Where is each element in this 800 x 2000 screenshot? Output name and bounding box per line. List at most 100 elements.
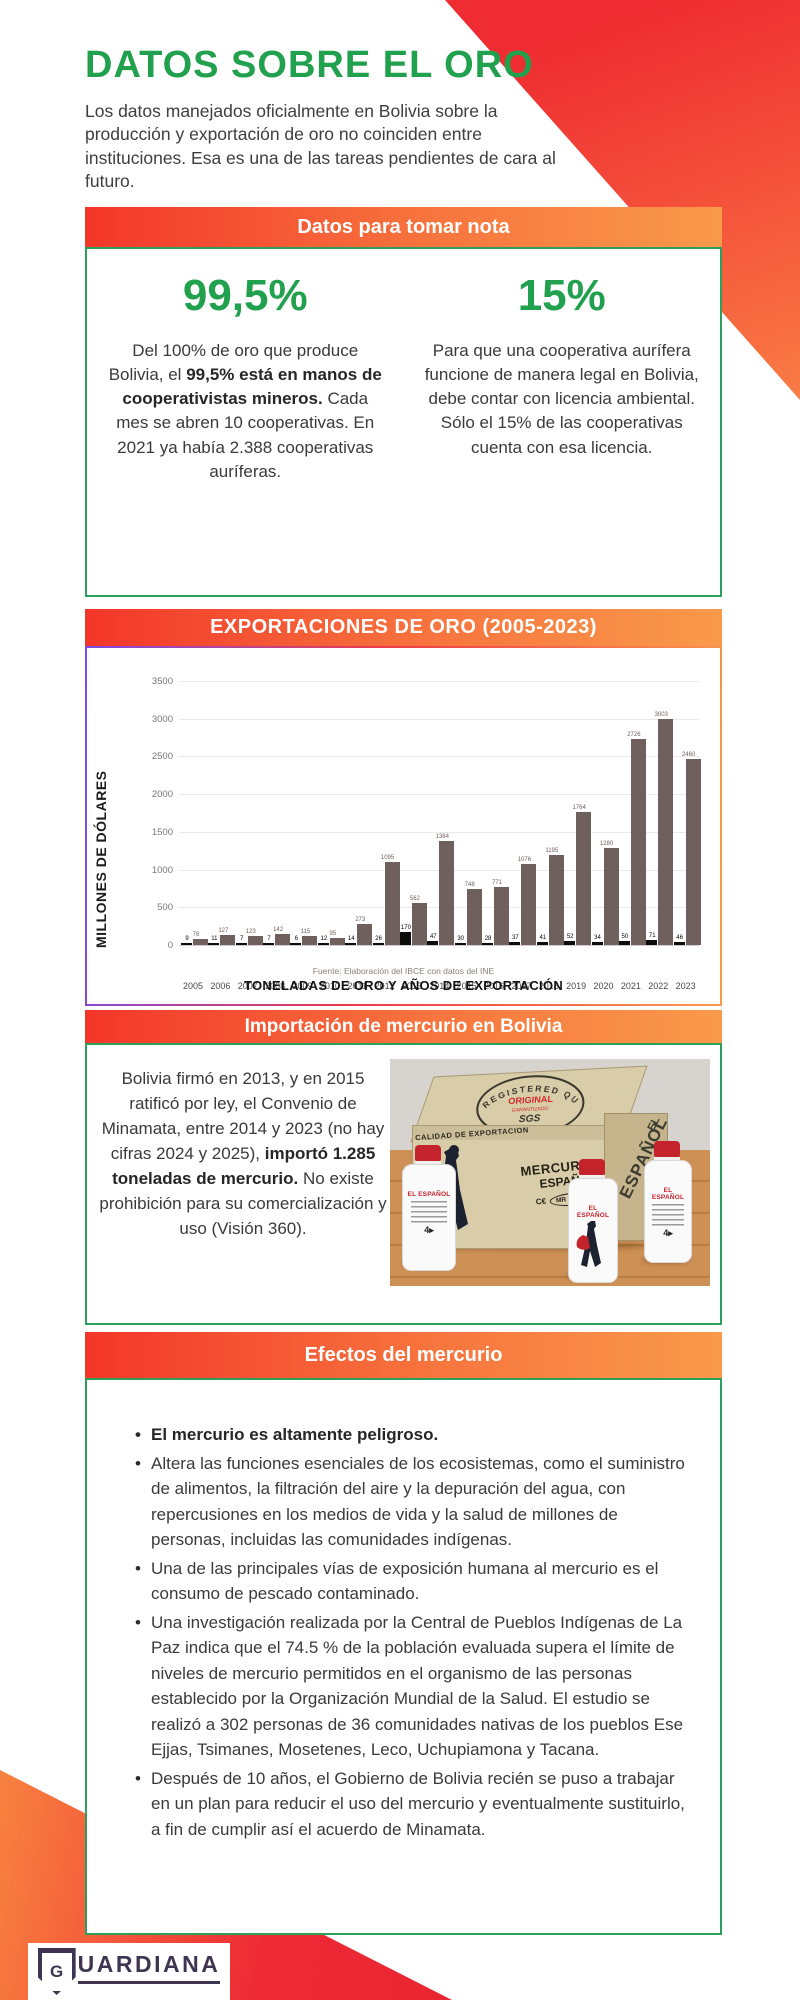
bar-toneladas-label: 14 <box>347 936 355 942</box>
bar-dolares-2009 <box>302 936 318 945</box>
bar-toneladas-2014 <box>427 941 439 945</box>
bar-dolares-2020 <box>603 848 619 945</box>
chart-x-tick-2015: 2015 <box>456 981 477 991</box>
chart-x-tick-2023: 2023 <box>675 981 696 991</box>
chart-x-tick-2017: 2017 <box>511 981 532 991</box>
mercury-text-post: No existe prohibición para su comerciali… <box>99 1168 387 1238</box>
chart-y-tick: 0 <box>167 940 173 951</box>
effects-item-2: Altera las funciones esenciales de los e… <box>135 1451 694 1553</box>
section-bar-datos: Datos para tomar nota <box>85 207 722 247</box>
bottle-label-text: EL ESPAÑOL <box>407 1191 451 1198</box>
stat-99-5-value: 99,5% <box>182 271 308 320</box>
bar-toneladas-2023 <box>673 941 685 945</box>
chart-x-tick-2022: 2022 <box>648 981 669 991</box>
bar-toneladas-2016 <box>482 942 494 945</box>
bar-toneladas-label: 50 <box>621 934 629 941</box>
chart-bar-group-2005: 9 78 <box>181 681 208 945</box>
chart-x-tick-2019: 2019 <box>566 981 587 991</box>
bar-toneladas-2019 <box>564 941 576 945</box>
mercury-text-pre: Bolivia firmó en 2013, y en 2015 ratific… <box>101 1069 385 1163</box>
stat-99-5-text-pre: Del 100% de oro que produce Bolivia, el <box>108 341 359 385</box>
bar-toneladas-2008 <box>263 943 275 945</box>
chart-gridline <box>179 756 699 758</box>
stat-99-5-text-post: Cada mes se abren 10 cooperativas. En 20… <box>116 389 375 481</box>
bar-dolares-label: 1384 <box>435 833 449 840</box>
guardiana-logo: G UARDIANA <box>28 1943 230 2000</box>
bar-dolares-2007 <box>247 935 263 945</box>
bar-dolares-2008 <box>275 934 291 945</box>
chart-x-tick-2018: 2018 <box>538 981 559 991</box>
section-bar-datos-label: Datos para tomar nota <box>297 215 510 238</box>
chart-x-tick-2013: 2013 <box>401 981 422 991</box>
bar-toneladas-label: 11 <box>211 936 218 942</box>
bar-toneladas-label: 12 <box>320 936 328 942</box>
chart-bar-group-2017: 37 1076 <box>509 681 537 945</box>
chart-x-tick-2009: 2009 <box>292 981 313 991</box>
bar-dolares-label: 127 <box>218 928 229 935</box>
mercury-bottle-middle: EL ESPAÑOL <box>568 1159 618 1283</box>
chart-gridline <box>179 831 699 833</box>
bar-toneladas-label: 30 <box>457 935 465 942</box>
chart-y-tick: 1500 <box>151 826 173 838</box>
chart-x-tick-2020: 2020 <box>593 981 614 991</box>
bar-dolares-2011 <box>357 924 373 945</box>
bar-toneladas-label: 71 <box>648 932 656 939</box>
chart-y-tick: 1000 <box>151 864 173 876</box>
chart-gridline <box>179 718 699 720</box>
bar-dolares-2023 <box>685 759 701 945</box>
chart-gridline <box>179 681 699 682</box>
section-bar-mercurio-label: Importación de mercurio en Bolivia <box>244 1015 563 1037</box>
bar-dolares-label: 95 <box>329 930 337 937</box>
chart-bar-group-2022: 71 3003 <box>646 681 674 945</box>
bar-dolares-label: 1280 <box>599 841 614 848</box>
chart-x-axis-line <box>179 945 699 946</box>
chart-gridline <box>179 907 699 909</box>
stats-box: 99,5% Del 100% de oro que produce Bolivi… <box>85 247 722 597</box>
chart-bar-group-2010: 12 95 <box>317 681 345 945</box>
stat-15-text-pre: Para que una cooperativa aurífera funcio… <box>424 341 699 457</box>
chart-bar-group-2018: 41 1195 <box>536 681 564 945</box>
bar-dolares-label: 78 <box>192 932 200 939</box>
chart-y-tick: 2000 <box>151 789 173 801</box>
stamp-sgs-text: SGS <box>518 1113 540 1125</box>
section-bar-efectos-label: Efectos del mercurio <box>304 1343 503 1366</box>
section-bar-mercurio: Importación de mercurio en Bolivia <box>85 1010 722 1043</box>
chart-y-tick: 3000 <box>151 713 173 725</box>
chart-x-axis-label: TONELADAS DE ORO Y AÑOS DE EXPORTACIÓN <box>243 978 564 993</box>
chart-x-tick-2012: 2012 <box>374 981 395 991</box>
effects-item-4: Una investigación realizada por la Centr… <box>135 1610 694 1763</box>
chart-y-tick: 2500 <box>151 751 173 763</box>
mercury-text-bold: importó 1.285 toneladas de mercurio. <box>112 1143 376 1188</box>
chart-bar-group-2011: 14 273 <box>345 681 373 945</box>
bottle-cap <box>579 1159 605 1178</box>
chart-x-tick-2007: 2007 <box>237 981 258 991</box>
bar-dolares-label: 1195 <box>545 847 559 854</box>
chart-x-tick-2021: 2021 <box>620 981 641 991</box>
effects-item-1: El mercurio es altamente peligroso. <box>135 1422 694 1448</box>
mercury-box: Bolivia firmó en 2013, y en 2015 ratific… <box>85 1043 722 1325</box>
bar-dolares-2014 <box>439 840 455 945</box>
chart-bar-group-2007: 7 123 <box>235 681 263 945</box>
bottle-matador-icon <box>576 1221 601 1267</box>
bar-toneladas-label: 34 <box>594 935 601 942</box>
chart-bar-group-2016: 28 771 <box>482 681 510 945</box>
bar-dolares-2022 <box>658 718 674 945</box>
bar-dolares-label: 123 <box>245 928 256 935</box>
stat-15-text: Para que una cooperativa aurífera funcio… <box>422 339 703 460</box>
bottle-logo: 4▸ <box>663 1228 673 1238</box>
bar-toneladas-label: 7 <box>240 936 244 942</box>
section-bar-exportaciones: EXPORTACIONES DE ORO (2005-2023) <box>85 609 722 646</box>
bar-toneladas-2005 <box>181 943 192 945</box>
bottle-label-text: EL ESPAÑOL <box>651 1187 685 1201</box>
bar-toneladas-2010 <box>317 943 329 945</box>
bottle-label-lines <box>652 1204 684 1226</box>
bar-toneladas-label: 6 <box>294 936 299 942</box>
guardiana-logo-text: UARDIANA <box>77 1951 221 1985</box>
stamp-arc-text: REGISTERED QUALITY SYSTEM <box>464 1060 584 1112</box>
stat-15-value: 15% <box>517 271 606 320</box>
bar-dolares-label: 273 <box>355 917 366 924</box>
bottle-body: EL ESPAÑOL 4▸ <box>644 1160 692 1263</box>
stamp-garantizado-text: GARANTIZADO <box>512 1106 549 1114</box>
bar-toneladas-2009 <box>290 943 302 945</box>
